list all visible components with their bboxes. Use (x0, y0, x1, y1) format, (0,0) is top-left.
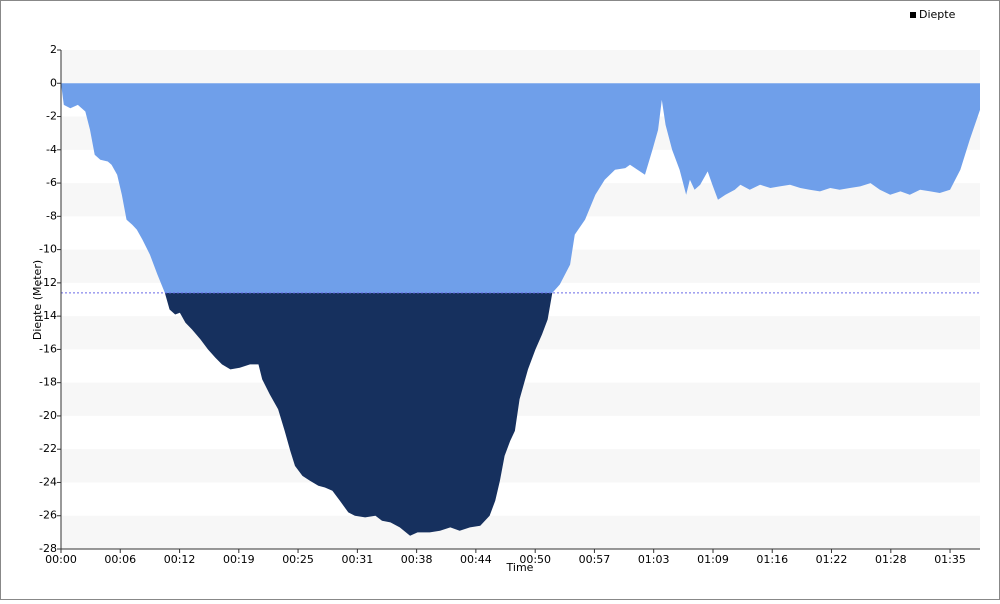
y-tick-label: -12 (39, 276, 57, 289)
y-tick-label: -22 (39, 442, 57, 455)
x-tick-label: 01:16 (756, 553, 788, 566)
x-tick-label: 00:06 (104, 553, 136, 566)
y-tick-label: -6 (46, 176, 57, 189)
depth-area (61, 83, 980, 536)
y-tick-label: -8 (46, 209, 57, 222)
y-tick-label: -26 (39, 509, 57, 522)
y-tick-label: -14 (39, 309, 57, 322)
grid-band (61, 449, 980, 483)
grid-band (61, 50, 980, 84)
x-tick-label: 00:44 (460, 553, 492, 566)
legend-label: Diepte (919, 8, 956, 21)
grid-band (61, 515, 980, 549)
y-tick-label: 2 (50, 43, 57, 56)
y-tick-label: -4 (46, 143, 57, 156)
y-tick-label: -24 (39, 475, 57, 488)
y-tick-label: -16 (39, 342, 57, 355)
x-tick-label: 01:09 (697, 553, 729, 566)
legend-swatch (910, 12, 916, 18)
y-tick-label: -18 (39, 376, 57, 389)
x-tick-label: 00:31 (342, 553, 374, 566)
y-tick-label: -2 (46, 110, 57, 123)
x-tick-label: 00:12 (164, 553, 196, 566)
y-tick-label: 0 (50, 76, 57, 89)
x-tick-label: 01:28 (875, 553, 907, 566)
x-tick-label: 00:19 (223, 553, 255, 566)
y-tick-label: -28 (39, 542, 57, 555)
x-tick-label: 01:22 (816, 553, 848, 566)
y-tick-label: -20 (39, 409, 57, 422)
y-axis-label: Diepte (Meter) (31, 260, 44, 340)
x-tick-label: 00:00 (45, 553, 77, 566)
x-tick-label: 01:03 (638, 553, 670, 566)
x-axis-label: Time (506, 561, 534, 574)
x-tick-label: 00:50 (519, 553, 551, 566)
y-tick-label: -10 (39, 243, 57, 256)
x-tick-label: 00:57 (579, 553, 611, 566)
x-tick-label: 00:38 (401, 553, 433, 566)
x-tick-label: 00:25 (282, 553, 314, 566)
x-tick-label: 01:35 (934, 553, 966, 566)
